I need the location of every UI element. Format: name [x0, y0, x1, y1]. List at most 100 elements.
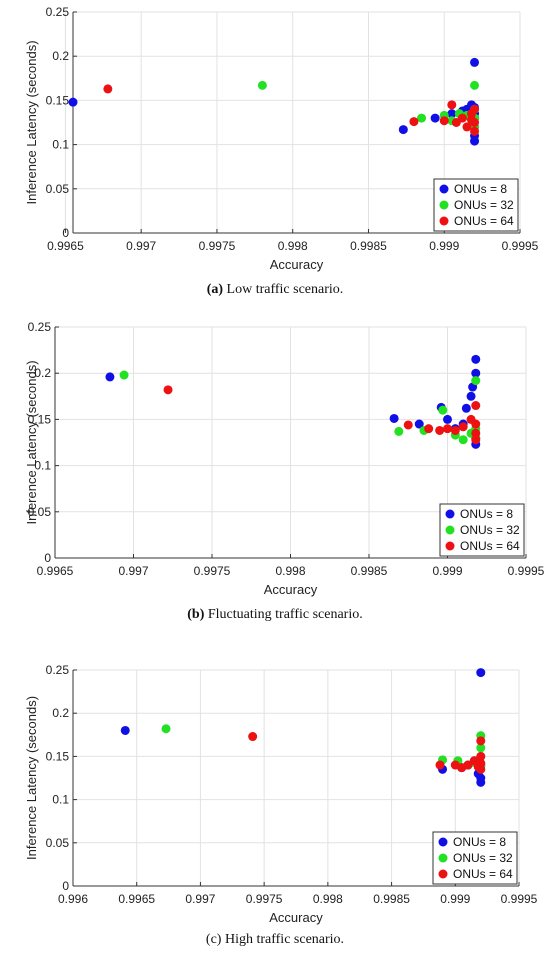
scatter-chart-fluctuating-traffic: 0.9965 0.997 0.9975 0.998 0.9985 0.999 0.9995 0…	[24, 320, 545, 597]
x-tick-label: 0.997	[118, 564, 148, 578]
legend: ONUs = 8 ONUs = 32 ONUs = 64	[439, 503, 525, 557]
data-point	[248, 732, 258, 742]
legend-label: ONUs = 32	[460, 523, 520, 537]
x-tick-label: 0.9975	[199, 239, 236, 253]
y-axis-label: Inference Latency (seconds)	[24, 40, 39, 204]
data-point	[389, 413, 399, 423]
y-tick-label: 0.1	[52, 793, 69, 807]
data-point	[471, 435, 481, 445]
data-point	[163, 385, 173, 395]
data-point	[439, 116, 449, 126]
scatter-chart-low-traffic: 0.9965 0.997 0.9975 0.998 0.9985 0.999 0.9995 0…	[24, 5, 539, 272]
data-point	[68, 97, 78, 107]
series-group	[248, 732, 486, 774]
x-tick-label: 0.9985	[350, 239, 387, 253]
data-point	[462, 122, 472, 132]
x-axis-label: Accuracy	[264, 582, 318, 597]
x-tick-label: 0.9995	[502, 239, 539, 253]
data-point	[467, 115, 477, 125]
data-point	[461, 403, 471, 413]
x-tick-label: 0.997	[185, 892, 215, 906]
y-tick-label: 0.25	[46, 663, 70, 677]
data-point	[438, 405, 448, 415]
data-point	[463, 760, 473, 770]
caption-c-label: (c)	[205, 932, 222, 947]
data-point	[471, 401, 481, 411]
data-point	[476, 777, 486, 787]
data-point	[257, 80, 267, 90]
data-point	[120, 725, 130, 735]
x-axis-label: Accuracy	[270, 257, 324, 272]
caption-c-text: High traffic scenario.	[221, 932, 345, 947]
y-axis-label: Inference Latency (seconds)	[24, 360, 39, 524]
data-point	[424, 424, 434, 434]
data-point	[398, 125, 408, 135]
data-point	[457, 113, 467, 123]
y-tick-label: 0	[44, 551, 51, 565]
caption-c: (c) High traffic scenario.	[0, 932, 550, 948]
caption-b: (b) Fluctuating traffic scenario.	[0, 607, 550, 623]
data-point	[458, 435, 468, 445]
data-point	[105, 372, 115, 382]
data-point	[161, 724, 171, 734]
x-tick-label: 0.9965	[47, 239, 84, 253]
y-tick-label: 0.25	[46, 5, 70, 19]
x-tick-label: 0.9985	[373, 892, 410, 906]
data-point	[435, 425, 445, 435]
y-tick-label: 0.1	[34, 459, 51, 473]
data-point	[103, 84, 113, 94]
data-point	[443, 424, 452, 434]
legend-marker	[439, 216, 449, 226]
legend-label: ONUs = 32	[454, 198, 514, 212]
x-axis-label: Accuracy	[269, 910, 323, 925]
data-point	[470, 80, 480, 90]
legend-label: ONUs = 8	[454, 182, 507, 196]
y-tick-label: 0	[62, 879, 69, 893]
caption-a-label: (a)	[206, 282, 224, 297]
data-point	[403, 420, 413, 430]
x-tick-label: 0.998	[275, 564, 305, 578]
y-tick-label: 0.15	[28, 412, 52, 426]
y-tick-label: 0.1	[52, 138, 69, 152]
data-point	[470, 136, 480, 146]
y-tick-label: 0.15	[46, 93, 70, 107]
x-tick-label: 0.9965	[37, 564, 74, 578]
legend-label: ONUs = 8	[460, 507, 513, 521]
y-tick-label: 0.15	[46, 749, 70, 763]
caption-a-text: Low traffic scenario.	[223, 282, 344, 297]
legend-label: ONUs = 32	[453, 851, 513, 865]
chart-panel-c: 0.996 0.9965 0.997 0.9975 0.998 0.9985 0.999 0.…	[0, 650, 550, 956]
data-point	[450, 425, 460, 435]
legend-marker	[439, 200, 449, 210]
legend-marker	[439, 184, 449, 194]
x-tick-label: 0.997	[126, 239, 156, 253]
data-point	[414, 419, 424, 429]
legend-marker	[445, 541, 455, 551]
data-point	[470, 57, 480, 67]
y-tick-label: 0.2	[52, 49, 69, 63]
chart-panel-a: 0.9965 0.997 0.9975 0.998 0.9985 0.999 0.9995 0…	[0, 0, 550, 305]
data-point	[476, 751, 486, 761]
caption-b-label: (b)	[187, 607, 205, 622]
data-point	[471, 428, 481, 438]
x-tick-label: 0.9975	[246, 892, 283, 906]
y-tick-label: 0.25	[28, 320, 52, 334]
y-tick-label: 0	[62, 226, 69, 240]
data-point	[470, 126, 480, 136]
data-point	[447, 109, 457, 119]
y-tick-label: 0.2	[52, 706, 69, 720]
data-point	[476, 668, 486, 678]
scatter-chart-high-traffic: 0.996 0.9965 0.997 0.9975 0.998 0.9985 0.999 0.…	[24, 663, 538, 925]
x-tick-label: 0.998	[278, 239, 308, 253]
data-point	[435, 760, 445, 770]
data-point	[476, 764, 486, 774]
x-tick-label: 0.9995	[508, 564, 545, 578]
data-point	[466, 391, 476, 401]
y-tick-label: 0.05	[28, 505, 52, 519]
legend-label: ONUs = 64	[453, 867, 513, 881]
data-point	[471, 419, 481, 429]
data-point	[443, 414, 452, 424]
chart-panel-b: 0.9965 0.997 0.9975 0.998 0.9985 0.999 0.9995 0…	[0, 316, 550, 632]
x-tick-label: 0.999	[432, 564, 462, 578]
x-tick-label: 0.9985	[351, 564, 388, 578]
